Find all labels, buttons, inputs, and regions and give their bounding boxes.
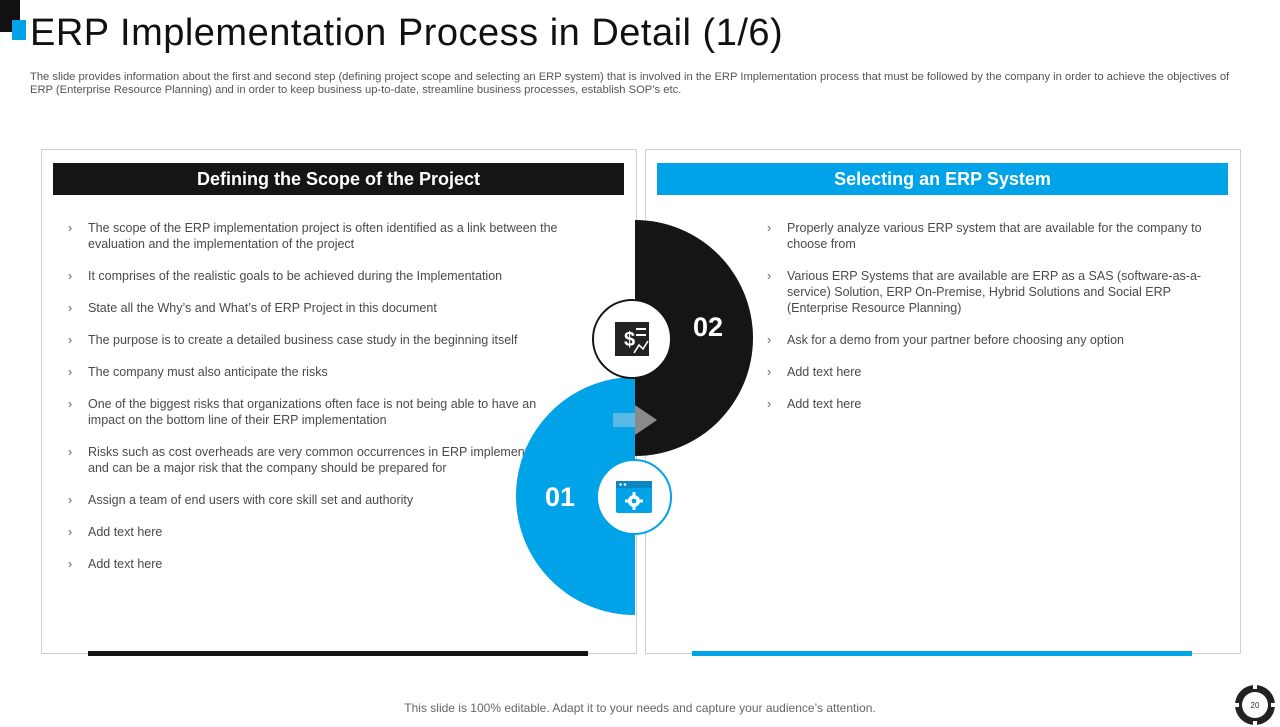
list-item: › One of the biggest risks that organizat… xyxy=(62,396,562,428)
list-item-text: Add text here xyxy=(787,365,862,379)
list-item: › Properly analyze various ERP system tha… xyxy=(761,220,1226,252)
slide-subtitle: The slide provides information about the… xyxy=(30,71,1230,96)
svg-text:$: $ xyxy=(624,329,635,351)
list-item: › It comprises of the realistic goals to … xyxy=(62,268,562,284)
step-2-number: 02 xyxy=(693,312,723,342)
corner-accent-blue xyxy=(12,20,26,40)
chevron-right-icon: › xyxy=(68,221,73,235)
list-item-text: One of the biggest risks that organizati… xyxy=(88,397,537,427)
chevron-right-icon: › xyxy=(68,445,73,459)
list-item-text: The scope of the ERP implementation proj… xyxy=(88,221,558,251)
list-item-text: Risks such as cost overheads are very co… xyxy=(88,445,562,475)
chevron-right-icon: › xyxy=(767,269,772,283)
list-item-text: The purpose is to create a detailed busi… xyxy=(88,333,518,347)
list-item-text: Assign a team of end users with core ski… xyxy=(88,493,414,507)
chevron-right-icon: › xyxy=(68,493,73,507)
list-item: › The scope of the ERP implementation pro… xyxy=(62,220,562,252)
chevron-right-icon: › xyxy=(68,525,73,539)
list-item: › Add text here xyxy=(62,524,562,540)
scope-panel: Defining the Scope of the Project › The s… xyxy=(41,149,637,656)
erp-selection-panel: Selecting an ERP System › Properly analyz… xyxy=(645,149,1241,656)
list-item-text: Add text here xyxy=(88,525,163,539)
chevron-right-icon: › xyxy=(68,397,73,411)
list-item-text: Ask for a demo from your partner before … xyxy=(787,333,1124,347)
list-item: › Risks such as cost overheads are very c… xyxy=(62,444,562,476)
list-item: › Add text here xyxy=(62,556,562,572)
list-item: › Ask for a demo from your partner before… xyxy=(761,332,1226,348)
chevron-right-icon: › xyxy=(68,557,73,571)
step-flow-graphic: $ 02 01 xyxy=(516,220,753,615)
list-item: › The company must also anticipate the ri… xyxy=(62,364,562,380)
list-item: › Add text here xyxy=(761,396,1226,412)
chevron-right-icon: › xyxy=(68,365,73,379)
list-item-text: The company must also anticipate the ris… xyxy=(88,365,328,379)
chevron-right-icon: › xyxy=(767,221,772,235)
footer-note: This slide is 100% editable. Adapt it to… xyxy=(404,701,876,715)
chevron-right-icon: › xyxy=(767,397,772,411)
list-item: › The purpose is to create a detailed bus… xyxy=(62,332,562,348)
erp-selection-panel-header: Selecting an ERP System xyxy=(657,163,1228,195)
list-item-text: Add text here xyxy=(88,557,163,571)
slide-title: ERP Implementation Process in Detail (1/… xyxy=(30,12,784,54)
list-item: › State all the Why’s and What’s of ERP P… xyxy=(62,300,562,316)
scope-bullet-list: › The scope of the ERP implementation pro… xyxy=(62,220,562,588)
chevron-right-icon: › xyxy=(68,301,73,315)
step-1-number: 01 xyxy=(545,482,575,512)
scope-panel-bottom-bar xyxy=(88,651,588,656)
step-2-half-circle xyxy=(635,220,753,456)
erp-selection-panel-bottom-bar xyxy=(692,651,1192,656)
list-item-text: It comprises of the realistic goals to b… xyxy=(88,269,503,283)
arrow-right-icon xyxy=(613,405,657,435)
chevron-right-icon: › xyxy=(767,365,772,379)
list-item: › Various ERP Systems that are available … xyxy=(761,268,1226,316)
step-1-half-circle xyxy=(516,377,635,615)
chevron-right-icon: › xyxy=(68,333,73,347)
chevron-right-icon: › xyxy=(767,333,772,347)
list-item-text: Various ERP Systems that are available a… xyxy=(787,269,1202,315)
settings-window-icon xyxy=(596,459,672,535)
finance-report-icon: $ xyxy=(592,299,672,379)
chevron-right-icon: › xyxy=(68,269,73,283)
list-item: › Assign a team of end users with core sk… xyxy=(62,492,562,508)
page-number: 20 xyxy=(1251,701,1260,710)
list-item-text: State all the Why’s and What’s of ERP Pr… xyxy=(88,301,437,315)
erp-selection-bullet-list: › Properly analyze various ERP system tha… xyxy=(761,220,1226,428)
list-item-text: Properly analyze various ERP system that… xyxy=(787,221,1202,251)
list-item-text: Add text here xyxy=(787,397,862,411)
scope-panel-header: Defining the Scope of the Project xyxy=(53,163,624,195)
list-item: › Add text here xyxy=(761,364,1226,380)
page-number-badge: 20 xyxy=(1233,683,1277,727)
